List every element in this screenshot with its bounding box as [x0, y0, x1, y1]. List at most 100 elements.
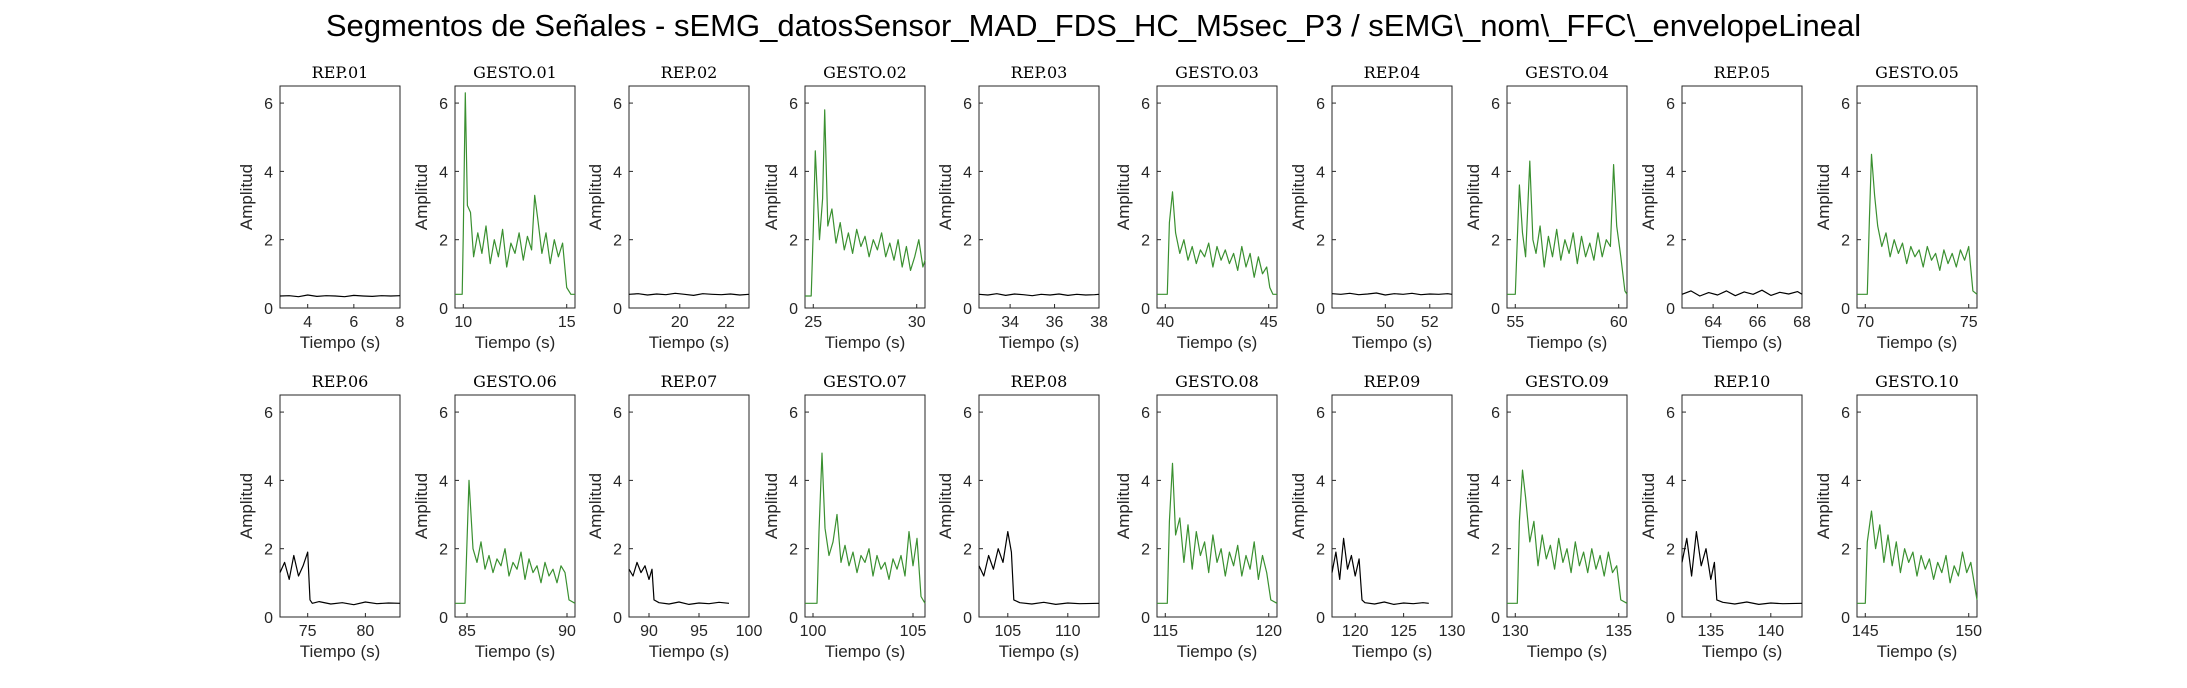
y-tick-label: 2	[1491, 542, 1500, 559]
y-tick-label: 2	[963, 233, 972, 250]
axes-frame	[978, 85, 1100, 309]
x-axis-label: Tiempo (s)	[1177, 333, 1258, 352]
subplot-rep-06: 0 2 4 6 75 80 REP.06 Tiempo (s) Amplitud	[237, 372, 401, 661]
subplot-rep-04: 0 2 4 6 50 52 REP.04 Tiempo (s) Amplitud	[1289, 63, 1453, 352]
y-axis-label: Amplitud	[936, 164, 955, 230]
x-axis-label: Tiempo (s)	[475, 333, 556, 352]
subplot-gesto-09: 0 2 4 6 130 135 GESTO.09 Tiempo (s) Amplitud	[1464, 372, 1632, 661]
axes-frame	[1156, 85, 1278, 309]
series-line	[1857, 510, 1978, 604]
y-tick-label: 6	[613, 96, 622, 113]
y-axis-label: Amplitud	[762, 164, 781, 230]
y-tick-label: 2	[1316, 542, 1325, 559]
y-axis-label: Amplitud	[412, 473, 431, 539]
subplot-title: GESTO.04	[1525, 63, 1609, 82]
x-tick-label: 22	[717, 314, 735, 331]
subplot-gesto-08: 0 2 4 6 115 120 GESTO.08 Tiempo (s) Amplitud	[1114, 372, 1282, 661]
y-tick-label: 6	[264, 405, 273, 422]
subplot-rep-09: 0 2 4 6 120 125 130 REP.09 Tiempo (s) Amplitud	[1289, 372, 1465, 661]
axes-frame	[628, 85, 750, 309]
subplot-rep-08: 0 2 4 6 105 110 REP.08 Tiempo (s) Amplitud	[936, 372, 1100, 661]
y-tick-label: 6	[1841, 96, 1850, 113]
y-tick-label: 4	[613, 473, 622, 490]
subplot-title: REP.08	[1011, 372, 1068, 391]
x-axis-label: Tiempo (s)	[649, 642, 730, 661]
y-axis-label: Amplitud	[586, 473, 605, 539]
x-axis-label: Tiempo (s)	[1527, 642, 1608, 661]
x-tick-label: 8	[396, 314, 405, 331]
y-axis-label: Amplitud	[412, 164, 431, 230]
subplot-title: GESTO.02	[823, 63, 907, 82]
y-tick-label: 0	[1666, 301, 1675, 318]
x-tick-label: 130	[1439, 623, 1466, 640]
subplot-title: GESTO.01	[473, 63, 557, 82]
y-tick-label: 6	[789, 405, 798, 422]
x-axis-label: Tiempo (s)	[825, 642, 906, 661]
subplot-title: GESTO.08	[1175, 372, 1259, 391]
x-tick-label: 100	[736, 623, 763, 640]
y-tick-label: 6	[1141, 96, 1150, 113]
series-line	[1857, 153, 1978, 295]
series-line	[279, 294, 401, 298]
series-line	[805, 109, 926, 297]
y-tick-label: 6	[439, 405, 448, 422]
subplot-rep-05: 0 2 4 6 64 66 68 REP.05 Tiempo (s) Amplitud	[1639, 63, 1811, 352]
y-tick-label: 2	[789, 233, 798, 250]
x-tick-label: 90	[640, 623, 658, 640]
subplot-rep-07: 0 2 4 6 90 95 100 REP.07 Tiempo (s) Amplitud	[586, 372, 762, 661]
y-tick-label: 4	[789, 164, 798, 181]
y-tick-label: 0	[1841, 301, 1850, 318]
x-axis-label: Tiempo (s)	[999, 642, 1080, 661]
y-tick-label: 2	[1491, 233, 1500, 250]
x-axis-label: Tiempo (s)	[300, 333, 381, 352]
series-line	[1331, 537, 1429, 606]
series-line	[1157, 462, 1278, 604]
subplot-title: GESTO.06	[473, 372, 557, 391]
series-line	[1507, 160, 1628, 295]
y-tick-label: 0	[1491, 301, 1500, 318]
y-axis-label: Amplitud	[1114, 473, 1133, 539]
x-axis-label: Tiempo (s)	[1527, 333, 1608, 352]
y-tick-label: 4	[963, 164, 972, 181]
subplot-title: REP.09	[1364, 372, 1421, 391]
x-tick-label: 140	[1757, 623, 1784, 640]
x-tick-label: 120	[1255, 623, 1282, 640]
y-tick-label: 6	[1141, 405, 1150, 422]
axes-frame	[1156, 394, 1278, 618]
series-line	[628, 292, 750, 296]
x-axis-label: Tiempo (s)	[300, 642, 381, 661]
x-tick-label: 25	[804, 314, 822, 331]
series-line	[279, 551, 401, 606]
axes-frame	[1681, 85, 1803, 309]
figure-title: Segmentos de Señales - sEMG_datosSensor_…	[325, 8, 1862, 43]
y-tick-label: 4	[264, 164, 273, 181]
y-tick-label: 6	[963, 96, 972, 113]
x-tick-label: 45	[1260, 314, 1278, 331]
x-tick-label: 135	[1697, 623, 1724, 640]
subplot-rep-10: 0 2 4 6 135 140 REP.10 Tiempo (s) Amplitud	[1639, 372, 1803, 661]
y-axis-label: Amplitud	[1814, 473, 1833, 539]
x-tick-label: 20	[671, 314, 689, 331]
y-tick-label: 0	[1141, 301, 1150, 318]
series-line	[1681, 530, 1803, 606]
x-tick-label: 64	[1704, 314, 1722, 331]
x-axis-label: Tiempo (s)	[1702, 333, 1783, 352]
x-axis-label: Tiempo (s)	[1877, 642, 1958, 661]
y-tick-label: 6	[1316, 96, 1325, 113]
y-tick-label: 4	[264, 473, 273, 490]
x-tick-label: 66	[1749, 314, 1767, 331]
axes-frame	[1331, 394, 1453, 618]
y-tick-label: 0	[264, 610, 273, 627]
x-axis-label: Tiempo (s)	[1177, 642, 1258, 661]
y-axis-label: Amplitud	[762, 473, 781, 539]
y-tick-label: 6	[613, 405, 622, 422]
x-tick-label: 15	[558, 314, 576, 331]
y-tick-label: 2	[1316, 233, 1325, 250]
subplot-title: REP.01	[312, 63, 369, 82]
y-axis-label: Amplitud	[237, 164, 256, 230]
y-tick-label: 4	[1141, 473, 1150, 490]
subplot-title: REP.03	[1011, 63, 1068, 82]
y-tick-label: 2	[1666, 233, 1675, 250]
x-tick-label: 135	[1605, 623, 1632, 640]
y-tick-label: 4	[1491, 473, 1500, 490]
